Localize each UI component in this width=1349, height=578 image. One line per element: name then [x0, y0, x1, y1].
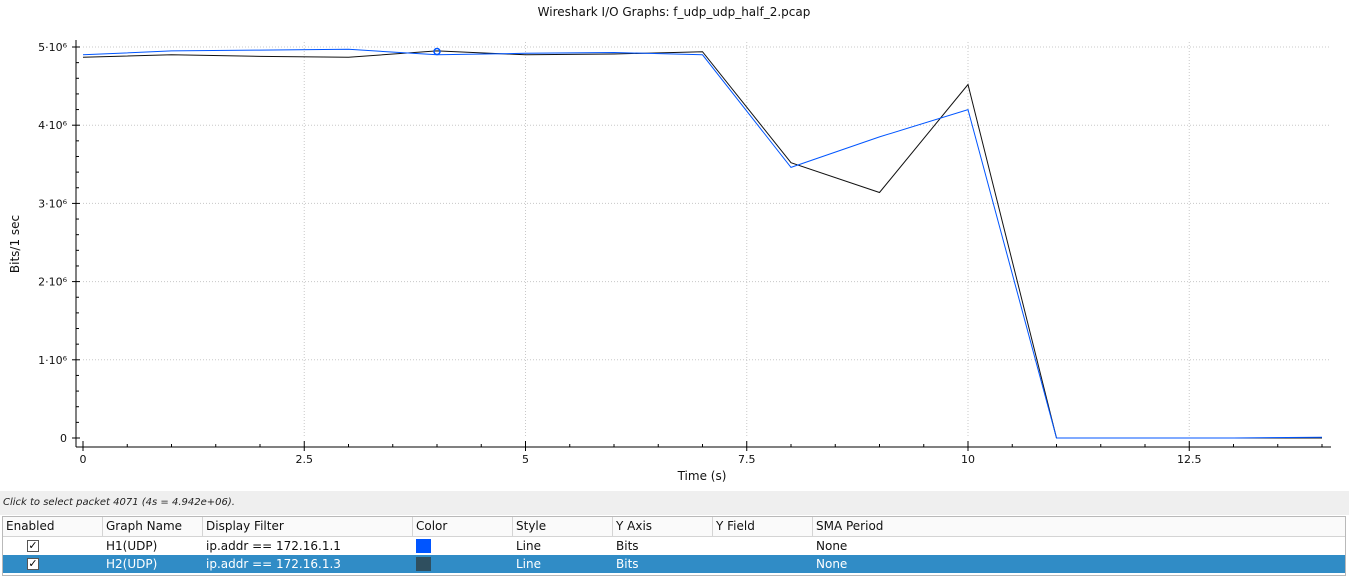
table-row-selected[interactable]: ✓ H2(UDP) ip.addr == 172.16.1.3 Line Bit…	[3, 555, 1345, 573]
y-axis-cell[interactable]: Bits	[616, 539, 639, 553]
x-tick-label: 10	[961, 453, 975, 466]
display-filter-cell[interactable]: ip.addr == 172.16.1.1	[206, 539, 341, 553]
style-cell[interactable]: Line	[516, 557, 542, 571]
selected-point-marker	[433, 47, 441, 56]
style-cell[interactable]: Line	[516, 539, 542, 553]
x-tick-label: 12.5	[1177, 453, 1202, 466]
enabled-checkbox[interactable]: ✓	[27, 557, 39, 570]
y-tick-label: 0	[60, 432, 67, 445]
y-axis-cell[interactable]: Bits	[616, 557, 639, 571]
header-graph-name[interactable]: Graph Name	[103, 517, 203, 536]
y-field-cell[interactable]	[713, 537, 813, 555]
y-tick-label: 5·10⁶	[38, 41, 67, 54]
sma-period-cell[interactable]: None	[816, 539, 848, 553]
x-axis-label: Time (s)	[677, 469, 727, 483]
header-color[interactable]: Color	[413, 517, 513, 536]
io-graph-chart[interactable]: Wireshark I/O Graphs: f_udp_udp_half_2.p…	[0, 0, 1349, 491]
y-axis-label: Bits/1 sec	[8, 215, 22, 273]
color-swatch[interactable]	[416, 539, 431, 553]
display-filter-cell[interactable]: ip.addr == 172.16.1.3	[206, 557, 341, 571]
status-bar: Click to select packet 4071 (4s = 4.942e…	[0, 491, 1349, 515]
header-enabled[interactable]: Enabled	[3, 517, 103, 536]
series-line-h1-udp-	[82, 48, 1323, 439]
enabled-checkbox[interactable]: ✓	[27, 539, 39, 552]
graph-name-cell[interactable]: H2(UDP)	[106, 557, 158, 571]
x-tick-label: 2.5	[296, 453, 314, 466]
header-y-field[interactable]: Y Field	[713, 517, 813, 536]
header-style[interactable]: Style	[513, 517, 613, 536]
header-y-axis[interactable]: Y Axis	[613, 517, 713, 536]
x-tick-label: 5	[522, 453, 529, 466]
graph-name-cell[interactable]: H1(UDP)	[106, 539, 158, 553]
header-display-filter[interactable]: Display Filter	[203, 517, 413, 536]
table-header: Enabled Graph Name Display Filter Color …	[3, 517, 1345, 537]
header-sma-period[interactable]: SMA Period	[816, 519, 884, 533]
x-tick-label: 0	[80, 453, 87, 466]
color-cell[interactable]	[413, 537, 513, 555]
color-cell[interactable]	[413, 555, 513, 573]
y-tick-label: 4·10⁶	[38, 119, 67, 132]
y-field-cell[interactable]	[713, 555, 813, 573]
y-tick-label: 2·10⁶	[38, 276, 67, 289]
color-swatch[interactable]	[416, 557, 431, 571]
y-tick-label: 3·10⁶	[38, 197, 67, 210]
series-line-h2-udp-	[82, 50, 1322, 439]
plot-area[interactable]: Wireshark I/O Graphs: f_udp_udp_half_2.p…	[0, 0, 1349, 491]
status-text: Click to select packet 4071 (4s = 4.942e…	[3, 497, 235, 508]
x-tick-label: 7.5	[738, 453, 756, 466]
chart-title: Wireshark I/O Graphs: f_udp_udp_half_2.p…	[538, 5, 811, 19]
sma-period-cell[interactable]: None	[816, 557, 848, 571]
table-row[interactable]: ✓ H1(UDP) ip.addr == 172.16.1.1 Line Bit…	[3, 537, 1345, 555]
y-tick-label: 1·10⁶	[38, 354, 67, 367]
graph-table[interactable]: Enabled Graph Name Display Filter Color …	[2, 516, 1346, 576]
